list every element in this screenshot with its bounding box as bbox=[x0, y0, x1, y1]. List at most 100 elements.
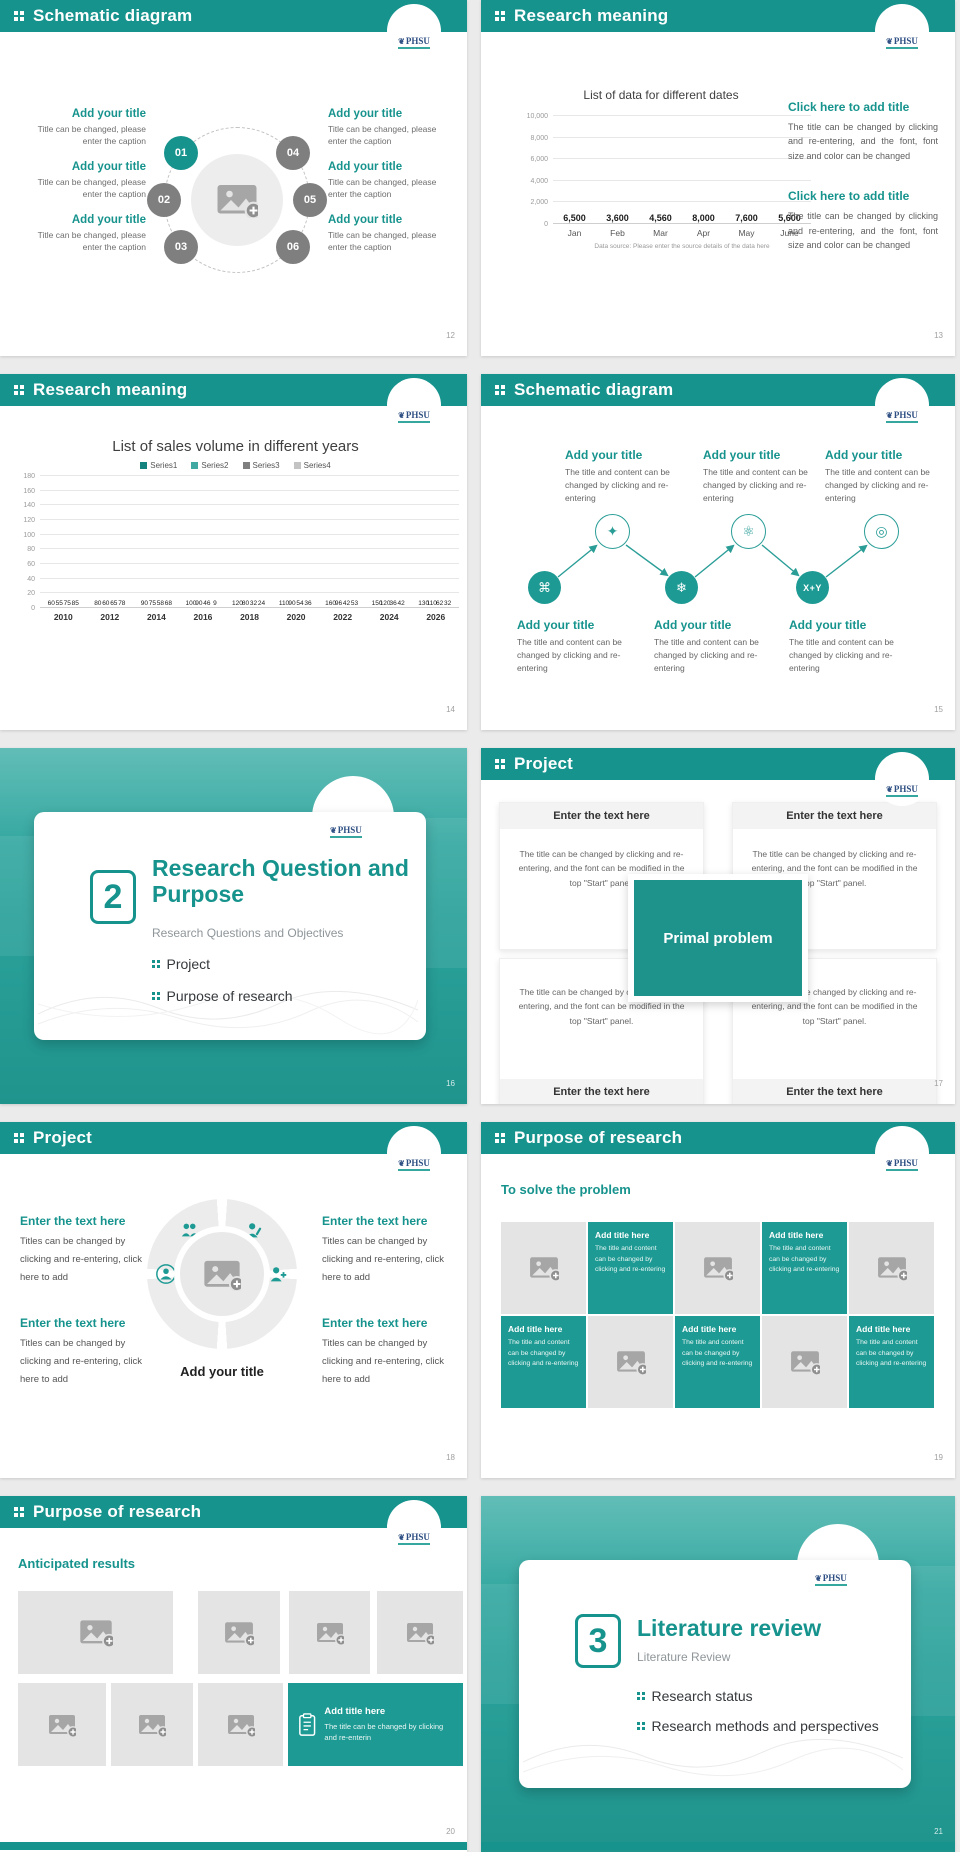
quadrant-ring bbox=[147, 1199, 297, 1349]
image-tile bbox=[198, 1683, 283, 1766]
bullet-squares-icon bbox=[637, 1722, 645, 1730]
page-number: 12 bbox=[446, 331, 455, 340]
text-block: Click here to add title The title can be… bbox=[788, 189, 938, 250]
section-subtitle: Research Questions and Objectives bbox=[152, 926, 344, 940]
title-tile: Add title here The title can be changed … bbox=[288, 1683, 463, 1766]
step-badge-02: 02 bbox=[147, 183, 181, 217]
slide-12-schematic-diagram[interactable]: Schematic diagram ❦PHSU 01 02 03 04 05 0… bbox=[0, 0, 467, 356]
slide-title: Schematic diagram bbox=[33, 6, 193, 25]
process-text-block: Add your title The title and content can… bbox=[517, 618, 622, 673]
image-placeholder-icon bbox=[615, 1350, 646, 1375]
step-badge-06: 06 bbox=[276, 230, 310, 264]
image-tile bbox=[501, 1222, 586, 1314]
logo-badge: ❦PHSU bbox=[387, 1500, 441, 1554]
logo-badge: ❦PHSU bbox=[875, 4, 929, 58]
title-tile: Add title here The title and content can … bbox=[762, 1222, 847, 1314]
slide-21-section-literature-review[interactable]: ❦PHSU 3 Literature review Literature Rev… bbox=[481, 1496, 955, 1852]
legend-swatch-icon bbox=[242, 462, 250, 469]
phsu-logo: ❦PHSU bbox=[398, 37, 430, 49]
step-badge-05: 05 bbox=[293, 183, 327, 217]
entry-text-block: Enter the text here Titles can be change… bbox=[20, 1214, 142, 1284]
step-badge-01: 01 bbox=[164, 136, 198, 170]
image-placeholder-icon bbox=[216, 183, 258, 218]
logo-badge: ❦PHSU bbox=[387, 378, 441, 432]
section-heading: To solve the problem bbox=[501, 1182, 631, 1197]
phsu-logo: ❦PHSU bbox=[886, 1159, 918, 1171]
title-tile: Add title here The title and content can … bbox=[849, 1316, 934, 1408]
image-placeholder-icon bbox=[78, 1619, 113, 1647]
phsu-logo: ❦PHSU bbox=[398, 1533, 430, 1545]
caption-block: Add your title Title can be changed, ple… bbox=[37, 161, 146, 200]
slide-title: Project bbox=[33, 1128, 93, 1147]
slide-13-research-meaning[interactable]: Research meaning ❦PHSU List of data for … bbox=[481, 0, 955, 356]
page-number: 15 bbox=[934, 705, 943, 714]
slide-header: Schematic diagram bbox=[0, 0, 467, 32]
section-bullet: Project bbox=[152, 956, 210, 972]
bar-chart-sales-volume: List of sales volume in different years S… bbox=[12, 438, 459, 622]
process-text-block: Add your title The title and content can… bbox=[565, 448, 670, 503]
image-tile bbox=[18, 1683, 106, 1766]
logo-badge: ❦PHSU bbox=[387, 4, 441, 58]
image-placeholder-icon bbox=[315, 1621, 344, 1645]
section-number-badge: 3 bbox=[575, 1614, 621, 1668]
slide-title: Purpose of research bbox=[514, 1128, 683, 1147]
bullet-squares-icon bbox=[637, 1692, 645, 1700]
logo-emblem-icon: ❦ bbox=[398, 411, 405, 420]
logo-emblem-icon: ❦ bbox=[398, 1159, 405, 1168]
phsu-logo: ❦PHSU bbox=[398, 411, 430, 423]
chart-caption: Data source: Please enter the source det… bbox=[594, 243, 770, 250]
slide-20-purpose-of-research[interactable]: Purpose of research ❦PHSU Anticipated re… bbox=[0, 1496, 467, 1852]
next-row-slide-peek bbox=[0, 1842, 467, 1850]
image-tile bbox=[377, 1591, 463, 1674]
image-placeholder-icon bbox=[406, 1621, 434, 1645]
logo-emblem-icon: ❦ bbox=[398, 1533, 405, 1542]
snowflake-icon: ❄ bbox=[665, 571, 698, 604]
phsu-logo: ❦PHSU bbox=[330, 826, 362, 838]
image-placeholder-icon bbox=[702, 1256, 733, 1281]
image-tile bbox=[588, 1316, 673, 1408]
image-placeholder-icon bbox=[138, 1713, 166, 1737]
section-card bbox=[34, 812, 426, 1040]
image-placeholder-icon bbox=[226, 1713, 255, 1737]
box-body: The title can be changed by clicking and… bbox=[518, 849, 685, 888]
caption-block: Add your title Title can be changed, ple… bbox=[16, 108, 146, 148]
x-axis-labels: 2010 2012 2014 2016 2018 2020 2022 2024 2026 bbox=[53, 612, 446, 622]
slide-19-purpose-of-research[interactable]: Purpose of research ❦PHSU To solve the p… bbox=[481, 1122, 955, 1478]
header-squares-icon bbox=[14, 1133, 24, 1143]
target-icon: ◎ bbox=[864, 514, 899, 549]
image-tile bbox=[675, 1222, 760, 1314]
process-text-block: Add your title The title and content can… bbox=[789, 618, 894, 673]
process-text-block: Add your title The title and content can… bbox=[654, 618, 759, 673]
title-tile: Add title here The title and content can … bbox=[675, 1316, 760, 1408]
chart-plot-area: 0 2,000 4,000 6,000 8,000 10,000 6,500 3,600 4,5… bbox=[527, 113, 811, 228]
image-placeholder-icon bbox=[203, 1259, 241, 1291]
background-building bbox=[909, 1566, 955, 1716]
person-plus-icon bbox=[270, 1267, 287, 1282]
section-card bbox=[519, 1560, 911, 1788]
logo-emblem-icon: ❦ bbox=[886, 1159, 893, 1168]
section-bullet: Purpose of research bbox=[152, 988, 293, 1004]
page-number: 18 bbox=[446, 1453, 455, 1462]
decorative-wave bbox=[38, 990, 418, 1035]
center-image-placeholder bbox=[191, 154, 283, 246]
slide-14-research-meaning[interactable]: Research meaning ❦PHSU List of sales vol… bbox=[0, 374, 467, 730]
slide-15-schematic-diagram[interactable]: Schematic diagram ❦PHSU Add your title T… bbox=[481, 374, 955, 730]
chart-title: List of data for different dates bbox=[583, 88, 739, 102]
slide-18-project[interactable]: Project ❦PHSU Add your title Enter the t… bbox=[0, 1122, 467, 1478]
page-number: 16 bbox=[446, 1079, 455, 1088]
chart-title: List of sales volume in different years bbox=[112, 438, 359, 455]
caption-block: Add your title Title can be changed, ple… bbox=[328, 108, 437, 147]
x-axis-labels: Jan Feb Mar Apr May June bbox=[567, 228, 799, 238]
background-building bbox=[421, 818, 467, 968]
block-title: Add your title bbox=[71, 108, 146, 120]
step-badge-03: 03 bbox=[164, 230, 198, 264]
slide-16-section-research-question[interactable]: ❦PHSU 2 Research Question and Purpose Re… bbox=[0, 748, 467, 1104]
image-placeholder-icon bbox=[224, 1621, 254, 1646]
slide-17-project[interactable]: Project ❦PHSU Enter the text here The ti… bbox=[481, 748, 955, 1104]
image-tile bbox=[289, 1591, 370, 1674]
bar-chart-monthly-data: List of data for different dates 0 2,000 4,… bbox=[511, 88, 811, 250]
molecule-icon: ⚛ bbox=[731, 514, 766, 549]
header-squares-icon bbox=[495, 11, 505, 21]
center-image-placeholder bbox=[180, 1232, 264, 1316]
